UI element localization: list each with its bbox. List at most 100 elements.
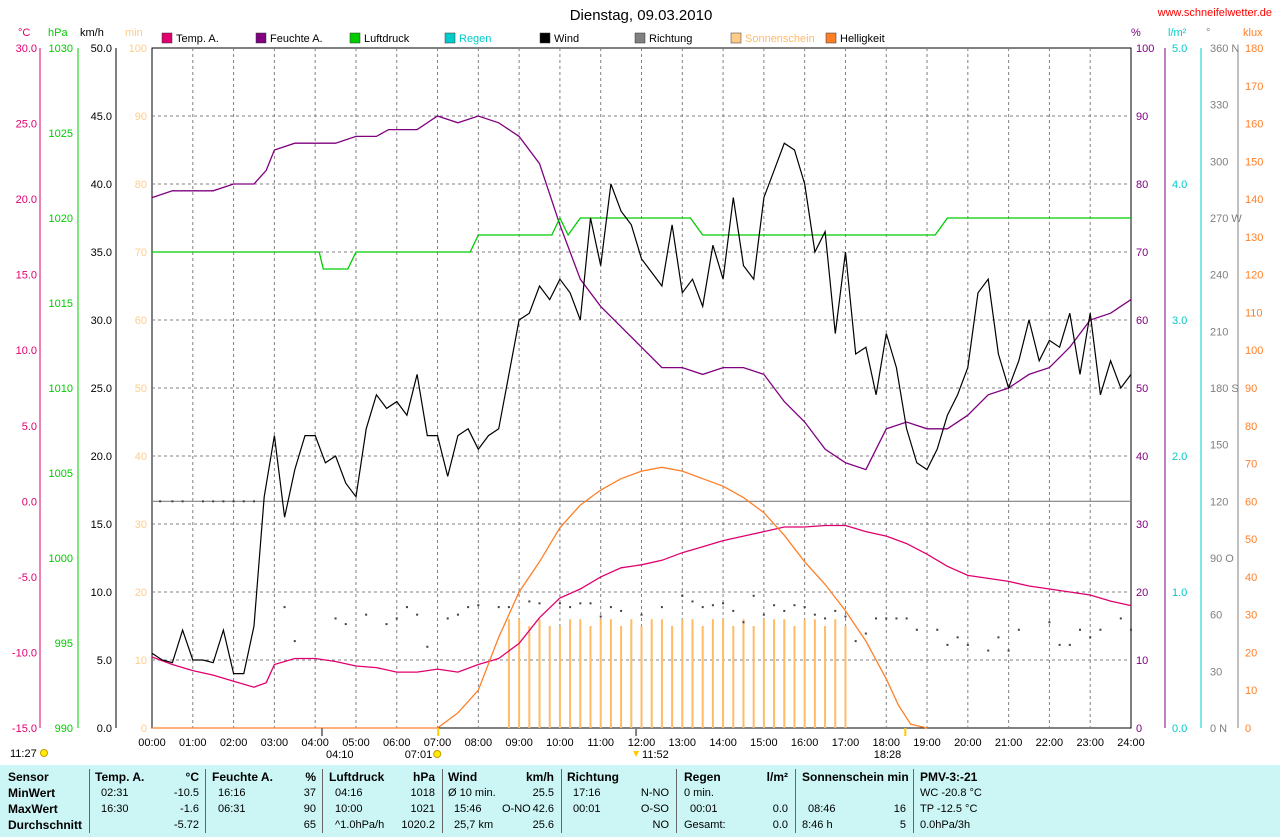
tick-pressure: 1025 bbox=[49, 128, 73, 140]
tick-time: 13:00 bbox=[669, 737, 697, 749]
stats-pressure: Luftdruck hPa 04:16 1018 10:00 1021 ^1.0hPa… bbox=[329, 769, 441, 837]
data-series bbox=[151, 115, 1132, 729]
sun-events: 11:27 04:10 07:01 11:52 18:28 bbox=[10, 728, 907, 761]
stats-temp-min-time: 02:31 bbox=[101, 787, 129, 799]
tick-sun_min: 90 bbox=[135, 111, 147, 123]
stats-direction-title: Richtung bbox=[567, 770, 619, 784]
tick-pressure: 1020 bbox=[49, 213, 73, 225]
stats-sunshine-max-time: 08:46 bbox=[808, 803, 836, 815]
direction-dot bbox=[966, 643, 969, 646]
stats-rain-duration: 0 min. bbox=[684, 787, 714, 799]
tick-wind: 5.0 bbox=[97, 655, 112, 667]
stats-sensor-title: Sensor bbox=[8, 770, 49, 784]
stats-pressure-unit: hPa bbox=[412, 770, 435, 784]
stats-sunshine-max-value: 16 bbox=[893, 803, 906, 815]
tick-humidity: 10 bbox=[1136, 655, 1148, 667]
direction-dot bbox=[752, 594, 755, 597]
stats-wind-max-time: 15:46 bbox=[454, 803, 482, 815]
stats-wind-max-value: 42.6 bbox=[532, 803, 554, 815]
direction-dot bbox=[538, 602, 541, 605]
direction-dot bbox=[936, 628, 939, 631]
tick-humidity: 30 bbox=[1136, 519, 1148, 531]
tick-brightness: 170 bbox=[1245, 81, 1263, 93]
tick-temp: 10.0 bbox=[16, 345, 37, 357]
tick-sun_min: 100 bbox=[129, 43, 147, 55]
axis-title-sun: min bbox=[125, 27, 143, 39]
tick-time: 07:00 bbox=[424, 737, 452, 749]
time-axis: 00:00 01:00 02:00 03:00 04:00 05:00 06:00 07:00… bbox=[138, 737, 1145, 749]
tick-direction: 270 W bbox=[1210, 213, 1242, 225]
stats-sunshine-total: 8:46 h bbox=[802, 819, 833, 831]
stats-humidity-max-value: 90 bbox=[303, 803, 316, 815]
direction-dot bbox=[579, 602, 582, 605]
tick-pressure: 1010 bbox=[49, 383, 73, 395]
direction-dot bbox=[1130, 628, 1132, 631]
plot-grid bbox=[151, 47, 1132, 729]
stats-wind-title: Wind bbox=[448, 770, 478, 784]
tick-brightness: 150 bbox=[1245, 156, 1263, 168]
stats-pressure-avg-value: 1020.2 bbox=[401, 819, 435, 831]
direction-dot bbox=[701, 606, 704, 609]
stats-sensor: Sensor MinWert MaxWert Durchschnitt bbox=[8, 769, 88, 837]
legend-swatch-6 bbox=[730, 32, 742, 44]
legend-label-7: Helligkeit bbox=[840, 33, 885, 45]
direction-dot bbox=[742, 621, 745, 624]
direction-dot bbox=[365, 613, 368, 616]
tick-direction: 90 O bbox=[1210, 553, 1234, 565]
tick-wind: 50.0 bbox=[91, 43, 112, 55]
tick-wind: 15.0 bbox=[91, 519, 112, 531]
sunrise-time: 07:01 bbox=[405, 749, 433, 761]
axis-title-pressure: hPa bbox=[48, 27, 68, 39]
tick-brightness: 120 bbox=[1245, 270, 1263, 282]
direction-dot bbox=[722, 602, 725, 605]
stats-rain-unit: l/m² bbox=[766, 770, 788, 784]
tick-direction: 360 N bbox=[1210, 43, 1239, 55]
direction-dot bbox=[528, 600, 531, 603]
direction-dot bbox=[864, 632, 867, 635]
tick-brightness: 180 bbox=[1245, 43, 1263, 55]
direction-dot bbox=[334, 617, 337, 620]
tick-temp: 0.0 bbox=[22, 496, 37, 508]
tick-wind: 10.0 bbox=[91, 587, 112, 599]
direction-dot bbox=[232, 500, 235, 503]
tick-direction: 210 bbox=[1210, 326, 1228, 338]
legend-label-3: Regen bbox=[459, 33, 491, 45]
statistics-panel: Sensor MinWert MaxWert Durchschnitt Temp… bbox=[0, 765, 1280, 837]
event-time-left: 11:27 bbox=[10, 748, 37, 760]
stats-pmv-dewpoint: TP -12.5 °C bbox=[920, 803, 978, 815]
legend-swatch-0 bbox=[161, 32, 173, 44]
tick-temp: 30.0 bbox=[16, 43, 37, 55]
direction-dot bbox=[915, 628, 918, 631]
chart-title: Dienstag, 09.03.2010 bbox=[570, 7, 713, 24]
legend-swatch-7 bbox=[825, 32, 837, 44]
direction-dot bbox=[283, 606, 286, 609]
stats-temp-max-time: 16:30 bbox=[101, 803, 129, 815]
tick-brightness: 140 bbox=[1245, 194, 1263, 206]
stats-direction-max-value: O-SO bbox=[640, 803, 669, 815]
direction-dot bbox=[773, 604, 776, 607]
tick-time: 22:00 bbox=[1036, 737, 1064, 749]
tick-sun_min: 60 bbox=[135, 315, 147, 327]
tick-wind: 20.0 bbox=[91, 451, 112, 463]
tick-rain: 2.0 bbox=[1172, 451, 1187, 463]
direction-dot bbox=[497, 606, 500, 609]
tick-rain: 1.0 bbox=[1172, 587, 1187, 599]
stats-pressure-title: Luftdruck bbox=[329, 770, 385, 784]
stats-sunshine-title: Sonnenschein min bbox=[802, 770, 909, 784]
tick-time: 08:00 bbox=[465, 737, 493, 749]
axis-title-temp: °C bbox=[18, 27, 30, 39]
direction-dot bbox=[1099, 628, 1102, 631]
axis-titles: °C hPa km/h min% l/m² ° klux bbox=[18, 27, 1263, 39]
tick-brightness: 160 bbox=[1245, 119, 1263, 131]
tick-time: 02:00 bbox=[220, 737, 248, 749]
tick-pressure: 1030 bbox=[49, 43, 73, 55]
legend-label-1: Feuchte A. bbox=[270, 33, 323, 45]
axis-title-wind: km/h bbox=[80, 27, 104, 39]
direction-dot bbox=[212, 500, 215, 503]
direction-dot bbox=[1079, 628, 1082, 631]
tick-time: 05:00 bbox=[342, 737, 370, 749]
direction-dot bbox=[844, 615, 847, 618]
stats-temp-unit: °C bbox=[185, 770, 199, 784]
stats-wind-distance: 25,7 km bbox=[454, 819, 494, 831]
stats-pmv-title: PMV-3:-21 bbox=[920, 770, 978, 784]
